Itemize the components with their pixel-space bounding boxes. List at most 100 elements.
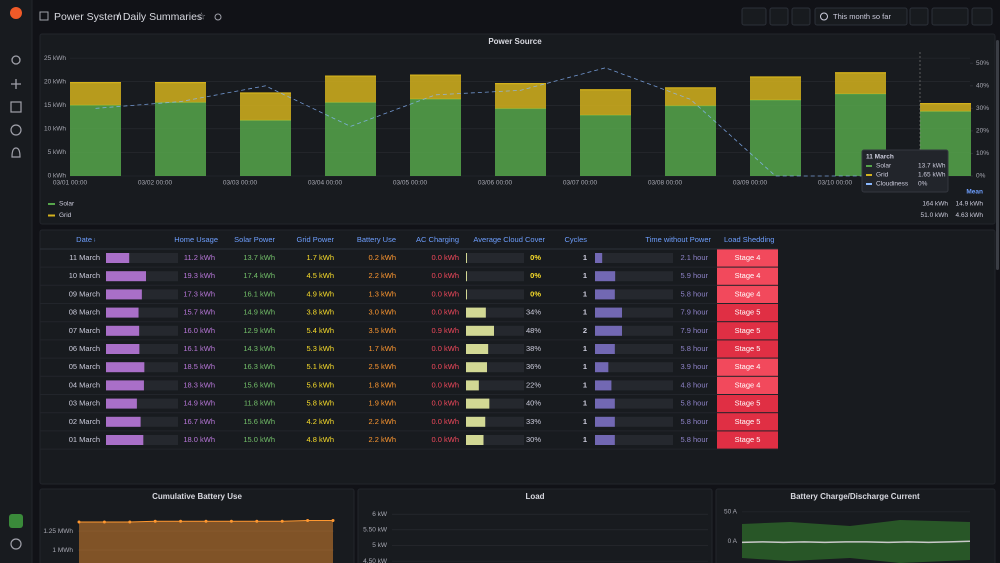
clock-icon [820, 12, 828, 21]
cell-text: 06 March [69, 344, 100, 353]
save-button[interactable] [769, 7, 789, 26]
cell-text: 3.5 kWh [368, 326, 396, 335]
y-tick-label: 1.25 MWh [43, 528, 73, 535]
cell-text: 5.3 kWh [306, 344, 334, 353]
gauge-track [466, 380, 524, 391]
cell-text: 5.6 kWh [306, 380, 334, 389]
bar-segment [70, 82, 121, 106]
status-cell [717, 340, 778, 358]
cell-text: 3.8 kWh [306, 308, 334, 317]
search-icon[interactable] [11, 55, 21, 65]
dashboards-icon[interactable] [10, 101, 22, 113]
cell-text: 14.9 kWh [183, 399, 215, 408]
gauge-bar [466, 325, 494, 336]
cell-text: 16.3 kWh [243, 362, 275, 371]
explore-icon[interactable] [10, 124, 22, 136]
x-tick-label: 03/08 00:00 [648, 180, 683, 187]
gauge-bar [595, 344, 615, 354]
avatar[interactable] [9, 514, 23, 528]
logo[interactable] [10, 7, 22, 19]
tv-mode-button[interactable] [971, 7, 993, 26]
cell-text: 1.9 kWh [368, 399, 396, 408]
status-cell [717, 376, 778, 394]
gauge-bar [106, 362, 145, 373]
share-icon[interactable] [214, 13, 222, 21]
table-panel [39, 229, 996, 485]
panel-title[interactable]: Battery Charge/Discharge Current [790, 492, 920, 501]
cell-text: 0.0 kWh [431, 344, 459, 353]
cell-text: 3.0 kWh [368, 308, 396, 317]
gauge-bar [595, 380, 612, 391]
panel-title[interactable]: Cumulative Battery Use [152, 492, 242, 501]
sort-icon: ↓ [93, 238, 96, 244]
bar-segment [495, 108, 546, 176]
cell-text: 48% [526, 326, 541, 335]
cell-text: 7.9 hour [680, 326, 708, 335]
status-cell [717, 358, 778, 376]
panel-title[interactable]: Power Source [488, 37, 542, 46]
status-cell [717, 395, 778, 413]
bar-segment [750, 76, 801, 101]
cell-text: 14.3 kWh [243, 344, 275, 353]
gauge-bar [595, 416, 615, 427]
cell-text: 0.9 kWh [431, 326, 459, 335]
y-tick-label: 0 A [728, 538, 738, 545]
y-tick-label: 6 kW [372, 511, 388, 518]
gauge-track [595, 380, 673, 391]
help-icon[interactable] [10, 538, 22, 550]
y-tick-label: 4.50 kW [363, 558, 388, 563]
cell-text: 18.3 kWh [183, 380, 215, 389]
status-cell [717, 249, 778, 267]
refresh-button[interactable] [931, 7, 969, 26]
cell-text: 2.2 kWh [368, 271, 396, 280]
point [77, 520, 81, 524]
status-cell [717, 322, 778, 340]
bar-segment [665, 105, 716, 176]
tooltip-title: 11 March [866, 154, 894, 161]
gauge-bar [466, 398, 490, 409]
gauge-track [466, 289, 524, 300]
settings-button[interactable] [791, 7, 811, 26]
panel-title[interactable]: Load [525, 492, 544, 501]
y-tick-label: 50 A [724, 509, 738, 516]
cell-text: 2.1 hour [680, 253, 708, 262]
gauge-bar [595, 435, 615, 445]
gauge-track [106, 344, 178, 354]
y2-tick-label: 50% [976, 60, 989, 67]
star-icon[interactable]: ☆ [197, 12, 206, 23]
gauge-track [595, 344, 673, 354]
cell-text: 0.0 kWh [431, 435, 459, 444]
column-header: Battery Use [357, 235, 396, 244]
gauge-track [106, 289, 178, 300]
tooltip-value: 1.65 kWh [918, 172, 946, 179]
gauge-bar [595, 289, 615, 300]
gauge-bar [466, 289, 467, 300]
time-picker[interactable] [814, 7, 908, 26]
bar-segment [920, 103, 971, 112]
zoom-out-button[interactable] [909, 7, 929, 26]
cell-text: 1.8 kWh [368, 380, 396, 389]
status-cell [717, 413, 778, 431]
cell-text: 38% [526, 344, 541, 353]
cell-text: 18.5 kWh [183, 362, 215, 371]
alerts-icon[interactable] [11, 147, 21, 158]
legend-value: 4.63 kWh [956, 212, 984, 219]
cell-text: 1 [583, 435, 587, 444]
legend-value: 51.0 kWh [921, 212, 949, 219]
add-panel-button[interactable] [741, 7, 767, 26]
add-icon[interactable] [11, 79, 21, 89]
gauge-track [106, 398, 178, 409]
legend-label: Solar [59, 201, 75, 208]
area [79, 520, 333, 563]
breadcrumb[interactable]: Power System [54, 11, 122, 23]
cell-text: 40% [526, 399, 541, 408]
cell-text: 11 March [69, 253, 100, 262]
y-tick-label: 5 kW [372, 542, 388, 549]
y2-tick-label: 10% [976, 150, 989, 157]
legend-value: 164 kWh [922, 201, 948, 208]
cell-text: 0.0 kWh [431, 380, 459, 389]
scrollbar[interactable] [996, 40, 999, 270]
gauge-track [595, 362, 673, 373]
cell-text: 15.7 kWh [183, 308, 215, 317]
grid-icon [39, 11, 49, 21]
